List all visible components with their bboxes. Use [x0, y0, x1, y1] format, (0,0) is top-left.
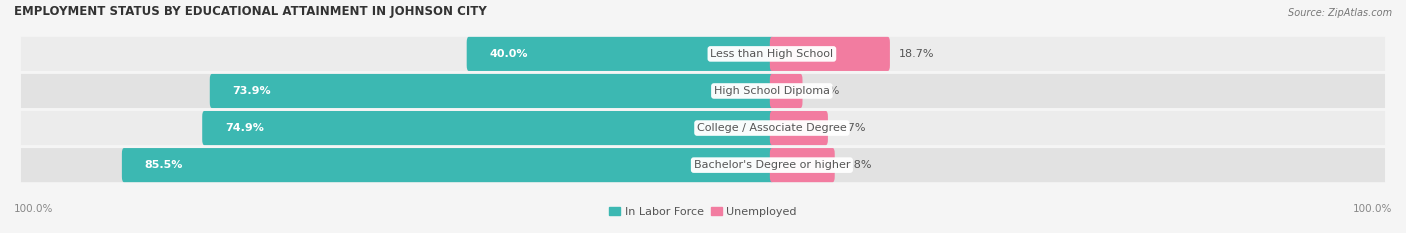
Text: 40.0%: 40.0%: [489, 49, 527, 59]
FancyBboxPatch shape: [21, 148, 1385, 182]
Text: Source: ZipAtlas.com: Source: ZipAtlas.com: [1288, 8, 1392, 18]
FancyBboxPatch shape: [202, 111, 773, 145]
Text: 85.5%: 85.5%: [145, 160, 183, 170]
Text: 8.7%: 8.7%: [837, 123, 865, 133]
FancyBboxPatch shape: [21, 74, 1385, 108]
FancyBboxPatch shape: [122, 148, 773, 182]
Text: 74.9%: 74.9%: [225, 123, 264, 133]
Text: EMPLOYMENT STATUS BY EDUCATIONAL ATTAINMENT IN JOHNSON CITY: EMPLOYMENT STATUS BY EDUCATIONAL ATTAINM…: [14, 5, 486, 18]
FancyBboxPatch shape: [21, 111, 1385, 145]
FancyBboxPatch shape: [770, 148, 835, 182]
FancyBboxPatch shape: [770, 37, 890, 71]
FancyBboxPatch shape: [467, 37, 773, 71]
Text: 9.8%: 9.8%: [844, 160, 872, 170]
Text: College / Associate Degree: College / Associate Degree: [697, 123, 846, 133]
Legend: In Labor Force, Unemployed: In Labor Force, Unemployed: [605, 202, 801, 221]
Text: 73.9%: 73.9%: [232, 86, 271, 96]
Text: Bachelor's Degree or higher: Bachelor's Degree or higher: [693, 160, 851, 170]
Text: Less than High School: Less than High School: [710, 49, 834, 59]
Text: High School Diploma: High School Diploma: [714, 86, 830, 96]
FancyBboxPatch shape: [770, 74, 803, 108]
FancyBboxPatch shape: [770, 111, 828, 145]
FancyBboxPatch shape: [21, 37, 1385, 71]
Text: 18.7%: 18.7%: [898, 49, 935, 59]
Text: 4.6%: 4.6%: [811, 86, 839, 96]
FancyBboxPatch shape: [209, 74, 773, 108]
Text: 100.0%: 100.0%: [1353, 204, 1392, 214]
Text: 100.0%: 100.0%: [14, 204, 53, 214]
